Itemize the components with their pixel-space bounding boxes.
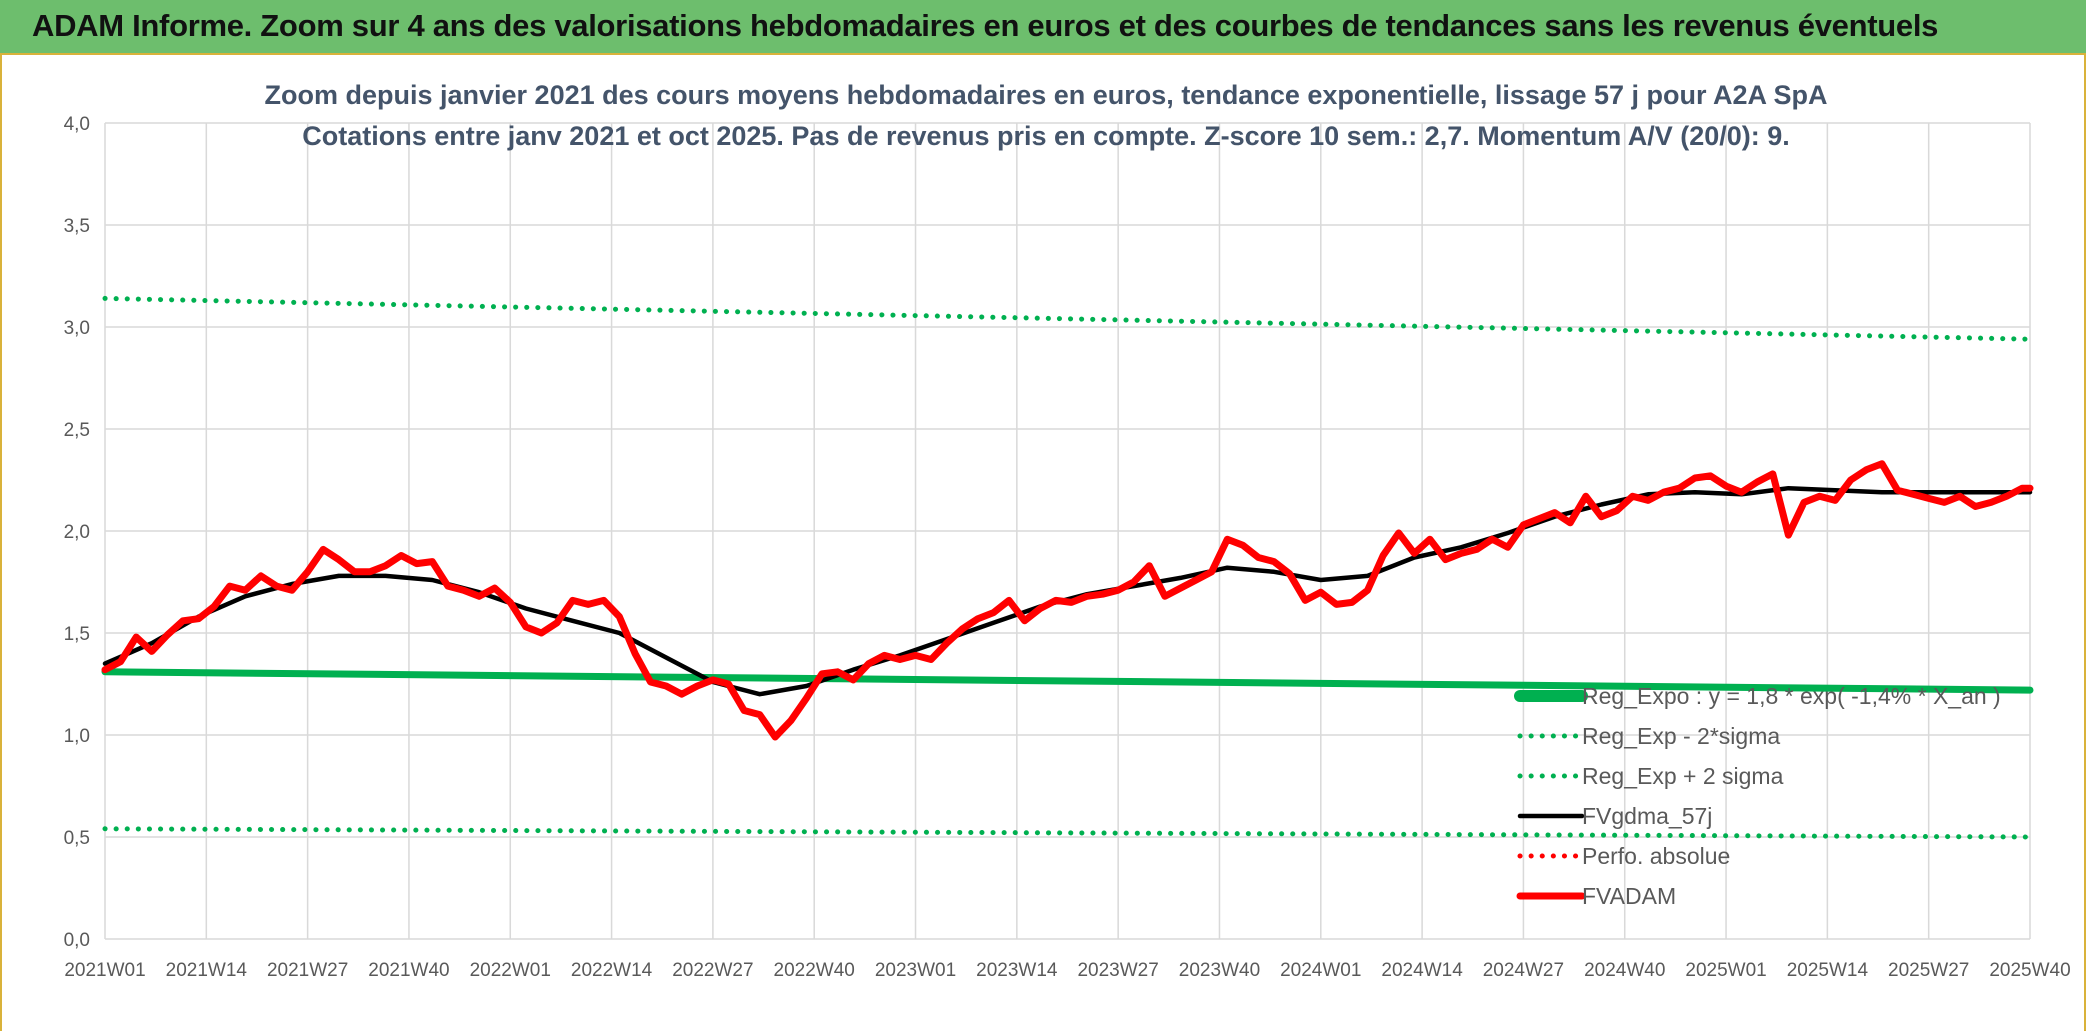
legend-label: Reg_Expo : y = 1,8 * exp( -1,4% * X_an ) [1582,683,2001,709]
series-line-2 [102,295,2033,342]
legend-label: FVgdma_57j [1582,803,1712,829]
series-line-5 [101,460,2034,741]
report-title: ADAM Informe. Zoom sur 4 ans des valoris… [32,8,1939,43]
x-tick-label: 2023W40 [1179,960,1260,981]
chart-subtitle: Cotations entre janv 2021 et oct 2025. P… [302,121,1790,151]
chart-svg: 0,0 0,5 1,0 1,5 2,0 2,5 3,0 3,5 4,0 2021W01 2021W1… [64,80,2071,981]
y-tick-label: 2,0 [64,522,90,543]
x-tick-label: 2022W14 [571,960,653,981]
x-tick-label: 2024W27 [1483,960,1564,981]
legend: Reg_Expo : y = 1,8 * exp( -1,4% * X_an )… [1514,683,2001,909]
x-tick-label: 2025W14 [1787,960,1869,981]
x-tick-label: 2021W14 [166,960,248,981]
series-group [101,295,2034,840]
legend-label: Reg_Exp + 2 sigma [1582,763,1784,789]
chart-frame: 0,0 0,5 1,0 1,5 2,0 2,5 3,0 3,5 4,0 2021W01 2021W1… [0,55,2086,1031]
axis-labels: 0,0 0,5 1,0 1,5 2,0 2,5 3,0 3,5 4,0 2021W01 2021W1… [64,114,2071,981]
x-tick-label: 2024W40 [1584,960,1665,981]
x-tick-label: 2021W01 [64,960,145,981]
x-tick-label: 2025W40 [1989,960,2070,981]
report-header: ADAM Informe. Zoom sur 4 ans des valoris… [0,0,2086,55]
x-tick-label: 2021W27 [267,960,348,981]
grid [104,122,2031,940]
chart-title: Zoom depuis janvier 2021 des cours moyen… [265,80,1828,110]
x-tick-label: 2024W14 [1381,960,1463,981]
y-tick-label: 0,5 [64,828,90,849]
y-tick-label: 1,5 [64,624,90,645]
x-tick-label: 2022W01 [470,960,551,981]
x-tick-label: 2021W40 [368,960,449,981]
y-tick-label: 3,0 [64,318,90,339]
x-tick-label: 2022W27 [672,960,753,981]
x-tick-label: 2023W01 [875,960,956,981]
x-tick-label: 2025W27 [1888,960,1969,981]
y-tick-label: 4,0 [64,114,90,135]
y-tick-label: 3,5 [64,216,90,237]
series-line-3 [102,485,2033,697]
y-tick-label: 0,0 [64,930,90,951]
legend-label: FVADAM [1582,883,1676,909]
y-tick-label: 2,5 [64,420,90,441]
x-tick-label: 2022W40 [774,960,855,981]
y-tick-label: 1,0 [64,726,90,747]
legend-label: Reg_Exp - 2*sigma [1582,723,1780,749]
series-line-0 [101,668,2034,694]
x-tick-label: 2025W01 [1685,960,1766,981]
x-tick-label: 2024W01 [1280,960,1361,981]
x-tick-label: 2023W14 [976,960,1058,981]
x-tick-label: 2023W27 [1077,960,1158,981]
series-line-1 [102,826,2033,840]
legend-label: Perfo. absolue [1582,843,1730,869]
